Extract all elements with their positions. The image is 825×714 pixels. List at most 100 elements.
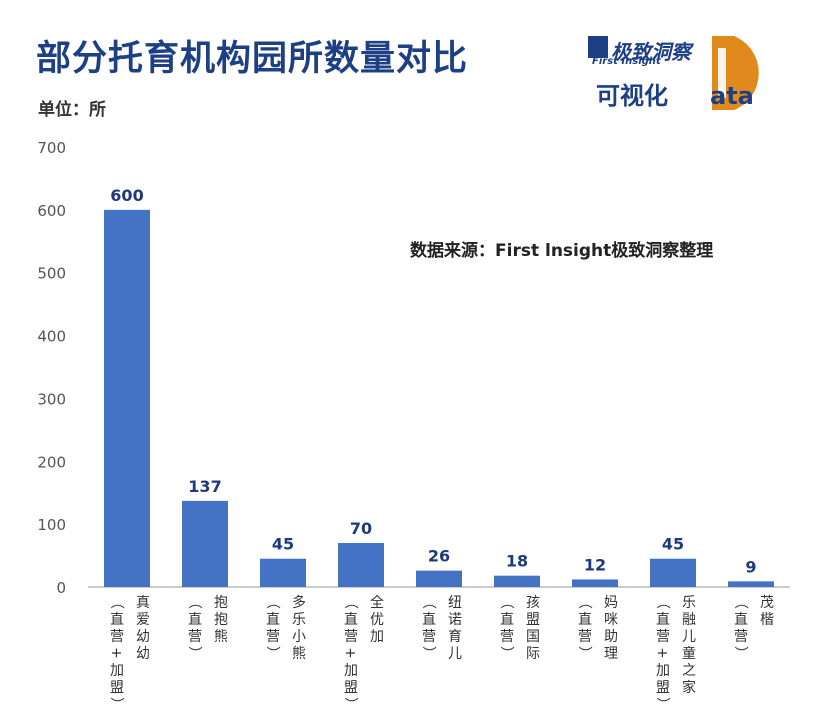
bar — [416, 570, 462, 587]
category-type-char: （ — [420, 595, 436, 609]
category-name-char: 国 — [526, 629, 540, 645]
bar — [182, 500, 228, 587]
category-type-char: ） — [186, 646, 202, 660]
category-type-char: + — [342, 647, 358, 659]
category-name-char: 抱 — [214, 612, 228, 628]
category-type-char: + — [654, 647, 670, 659]
category-type-char: 营 — [734, 629, 748, 645]
category-name-char: 抱 — [214, 595, 228, 611]
category-type-char: 盟 — [110, 680, 124, 696]
category-type-char: 盟 — [344, 680, 358, 696]
category-name-char: 妈 — [604, 595, 618, 611]
category-type-char: （ — [498, 595, 514, 609]
category-type-char: 营 — [188, 629, 202, 645]
category-name-char: 熊 — [214, 629, 228, 645]
y-tick-label: 600 — [37, 202, 66, 220]
bar — [104, 209, 150, 587]
category-type-char: 营 — [344, 629, 358, 645]
category-type-char: 直 — [656, 611, 670, 628]
x-category-label: （ 直营 + 加盟） 全优加 — [342, 594, 384, 711]
y-tick-label: 0 — [56, 579, 66, 597]
bar — [650, 558, 696, 587]
logo-graphic — [588, 36, 759, 110]
category-name-char: 幼 — [136, 646, 150, 662]
category-type-char: 直 — [266, 611, 280, 628]
category-type-char: + — [108, 647, 124, 659]
category-name-char: 儿 — [448, 646, 462, 662]
category-name-char: 儿 — [682, 629, 696, 645]
category-name-char: 理 — [604, 646, 618, 662]
category-type-char: 营 — [110, 629, 124, 645]
bar-value-label: 600 — [110, 186, 143, 205]
category-type-char: ） — [654, 697, 670, 711]
bar — [728, 581, 774, 587]
category-name-char: 盟 — [526, 612, 540, 628]
category-type-char: 营 — [422, 629, 436, 645]
bar — [572, 579, 618, 587]
x-category-label: （ 直营） 抱抱熊 — [186, 595, 228, 660]
category-name-char: 乐 — [682, 595, 696, 611]
category-type-char: 盟 — [656, 680, 670, 696]
category-type-char: 加 — [110, 663, 124, 679]
bar-value-label: 137 — [188, 477, 221, 496]
category-type-char: （ — [342, 595, 358, 609]
category-type-char: 直 — [500, 611, 514, 628]
category-name-char: 融 — [682, 612, 696, 628]
category-type-char: （ — [654, 595, 670, 609]
bar-value-label: 70 — [350, 519, 372, 538]
chart-title: 部分托育机构园所数量对比 — [36, 39, 469, 79]
unit-label: 单位：所 — [38, 100, 106, 120]
category-type-char: 营 — [578, 629, 592, 645]
category-type-char: 直 — [734, 611, 748, 628]
category-name-char: 小 — [292, 629, 306, 645]
category-type-char: 直 — [344, 611, 358, 628]
category-name-char: 育 — [448, 629, 462, 645]
category-type-char: （ — [576, 595, 592, 609]
category-name-char: 幼 — [136, 629, 150, 645]
category-name-char: 孩 — [526, 595, 540, 611]
category-type-char: ） — [576, 646, 592, 660]
category-type-char: 直 — [110, 611, 124, 628]
bar-value-label: 9 — [745, 557, 756, 576]
category-name-char: 纽 — [448, 595, 462, 611]
category-name-char: 之 — [682, 663, 696, 679]
bar — [338, 543, 384, 587]
bar — [494, 575, 540, 587]
bar-value-label: 18 — [506, 552, 528, 571]
y-tick-label: 500 — [37, 265, 66, 283]
source-note: 数据来源：First lnsight极致洞察整理 — [410, 241, 714, 261]
category-name-char: 熊 — [292, 646, 306, 662]
logo-d-inner — [718, 48, 726, 98]
category-type-char: （ — [264, 595, 280, 609]
category-type-char: ） — [498, 646, 514, 660]
y-tick-label: 100 — [37, 516, 66, 534]
bar-value-label: 12 — [584, 555, 606, 574]
logo-vis-text: 可视化 — [596, 82, 668, 110]
category-name-char: 楷 — [760, 612, 774, 628]
category-name-char: 加 — [370, 629, 384, 645]
category-name-char: 乐 — [292, 612, 306, 628]
category-type-char: （ — [732, 595, 748, 609]
category-name-char: 优 — [370, 612, 384, 628]
category-type-char: ） — [264, 646, 280, 660]
logo-data-text: ata — [710, 82, 754, 110]
category-type-char: 直 — [188, 611, 202, 628]
logo-f-block — [588, 36, 608, 58]
category-name-char: 诺 — [448, 612, 462, 628]
category-type-char: 营 — [500, 629, 514, 645]
bar-value-label: 45 — [662, 535, 684, 554]
category-name-char: 真 — [136, 595, 150, 611]
category-type-char: ） — [732, 646, 748, 660]
x-category-label: （ 直营） 茂楷 — [732, 594, 774, 660]
category-type-char: 加 — [656, 663, 670, 679]
category-name-char: 多 — [292, 594, 306, 611]
logo-cn-text: 极致洞察 — [611, 40, 691, 64]
y-tick-label: 200 — [37, 453, 66, 471]
bar — [260, 558, 306, 587]
